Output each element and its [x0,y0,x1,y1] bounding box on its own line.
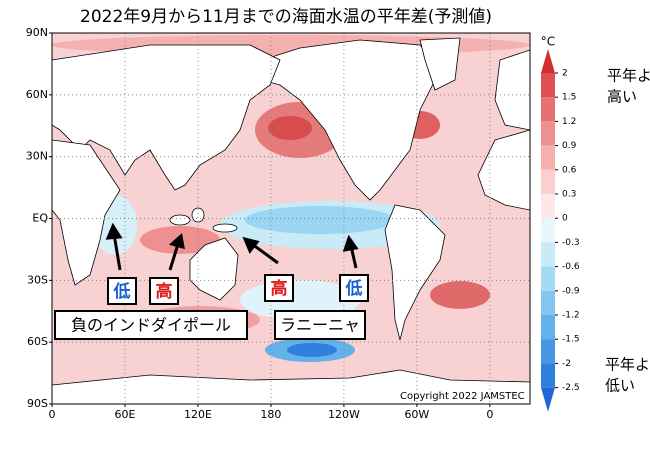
lon-tick-label: 120W [328,408,360,421]
colorbar-segment [541,194,555,219]
arrows [105,222,359,271]
colorbar-unit: °C [541,35,555,49]
lon-tick-label: 180 [260,408,281,421]
marker-box [264,274,294,302]
legend-low: 低い [605,377,635,395]
colorbar-tick-label: 0 [562,214,568,224]
anomaly [245,206,395,234]
marker-box [149,277,179,305]
label-box [54,310,248,340]
colorbar-segment [541,73,555,98]
lat-tick-label: 30S [27,273,48,286]
colorbar-segment [541,290,555,315]
legend-low: 平年より [605,356,650,374]
colorbar-segment [541,315,555,340]
colorbar-tick-label: 0.9 [562,141,577,151]
lon-tick-label: 120E [184,408,212,421]
lat-tick-label: EQ [32,212,48,225]
colorbar-segment [541,145,555,170]
colorbar-segment [541,339,555,364]
lat-tick-label: 60N [26,88,48,101]
lat-tick-label: 90S [27,397,48,410]
colorbar-tick-label: 1.5 [562,93,576,103]
anomaly [268,116,312,140]
marker-text: 低 [345,278,363,299]
colorbar-segment [541,242,555,267]
colorbar-segment [541,97,555,122]
anomaly [430,281,490,309]
lon-tick-label: 0 [486,408,493,421]
colorbar-extend [541,49,555,73]
label-text: 負のインドダイポール [71,316,231,335]
lon-tick-label: 60W [404,408,429,421]
colorbar-segment [541,218,555,243]
colorbar-extend [541,387,555,412]
label-box [274,310,366,340]
map [52,33,530,404]
marker-text: 低 [113,281,131,302]
marker-box [107,277,137,305]
copyright: Copyright 2022 JAMSTEC [400,391,525,402]
colorbar-segment [541,363,555,388]
lat-tick-label: 90N [26,26,48,39]
anomaly [287,343,337,357]
colorbar-segment [541,169,555,194]
legend-high: 平年より [607,67,650,85]
marker-text: 高 [271,278,288,299]
colorbar-tick-label: -0.9 [562,286,580,296]
colorbar-tick-label: 0.6 [562,165,577,175]
lon-tick-label: 60E [115,408,136,421]
label-text: ラニーニャ [280,316,360,335]
land [52,37,530,404]
colorbar-segment [541,121,555,146]
lat-tick-label: 30N [26,150,48,163]
colorbar-tick-label: -1.2 [562,311,580,321]
colorbar-tick-label: -1.5 [562,335,580,345]
colorbar-tick-label: -0.3 [562,238,580,248]
lat-tick-label: 60S [27,335,48,348]
colorbar-tick-label: -2.5 [562,383,580,393]
colorbar-tick-label: 1.2 [562,117,576,127]
colorbar-tick-label: 0.3 [562,190,576,200]
colorbar-tick-label: -0.6 [562,262,580,272]
lon-tick-label: 0 [49,408,56,421]
marker-text: 高 [156,281,173,302]
colorbar-tick-label: -2 [562,359,571,369]
colorbar-segment [541,266,555,291]
legend-high: 高い [607,88,637,106]
marker-box [339,274,369,302]
colorbar-tick-label: 2 [562,69,568,79]
title: 2022年9月から11月までの海面水温の平年差(予測値) [80,7,492,27]
